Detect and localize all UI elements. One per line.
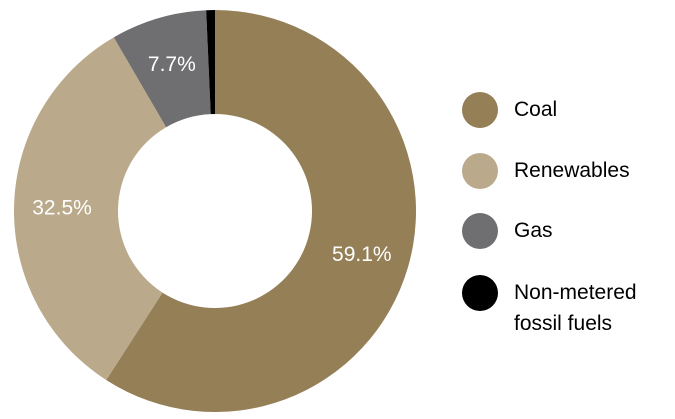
slice-non-metered-fossil-fuels — [206, 10, 215, 115]
legend-swatch-gas — [462, 213, 498, 249]
slice-label-renewables: 32.5% — [32, 197, 92, 220]
slice-gas — [113, 10, 211, 128]
legend-swatch-coal — [462, 92, 498, 128]
slice-label-gas: 7.7% — [148, 53, 196, 76]
legend-label-gas: Gas — [514, 219, 553, 242]
legend-label-coal: Coal — [514, 98, 558, 121]
legend-swatch-renewables — [462, 153, 498, 189]
legend-item-non-metered-fossil-fuels: Non-metered fossil fuels — [462, 275, 637, 339]
slice-coal — [106, 10, 417, 413]
legend-item-renewables: Renewables — [462, 153, 630, 189]
legend-label-non-metered-fossil-fuels: Non-metered fossil fuels — [514, 281, 637, 335]
legend-item-gas: Gas — [462, 213, 553, 249]
legend-label-renewables: Renewables — [514, 159, 630, 182]
slice-renewables — [13, 37, 167, 381]
donut-chart: 59.1% 32.5% 7.7% — [13, 10, 417, 413]
legend-item-coal: Coal — [462, 92, 557, 128]
legend-swatch-non-metered-fossil-fuels — [462, 275, 498, 311]
slice-label-coal: 59.1% — [332, 243, 392, 266]
